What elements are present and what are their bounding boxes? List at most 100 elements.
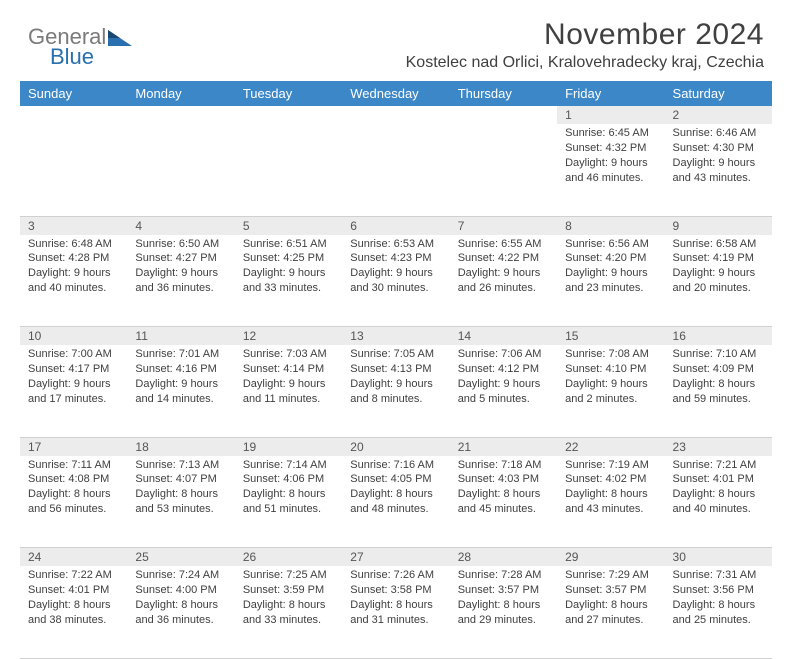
day-cell: Sunrise: 6:46 AMSunset: 4:30 PMDaylight:… xyxy=(665,124,772,216)
sunrise-line: Sunrise: 7:24 AM xyxy=(135,568,226,583)
day-number-cell: 14 xyxy=(450,327,557,346)
daylight-line: Daylight: 9 hours and 5 minutes. xyxy=(458,377,549,407)
day-cell: Sunrise: 7:05 AMSunset: 4:13 PMDaylight:… xyxy=(342,345,449,437)
day-cell: Sunrise: 7:29 AMSunset: 3:57 PMDaylight:… xyxy=(557,566,664,658)
sunrise-line: Sunrise: 7:31 AM xyxy=(673,568,764,583)
day-cell: Sunrise: 7:01 AMSunset: 4:16 PMDaylight:… xyxy=(127,345,234,437)
daylight-line: Daylight: 9 hours and 17 minutes. xyxy=(28,377,119,407)
day-detail: Sunrise: 7:25 AMSunset: 3:59 PMDaylight:… xyxy=(235,566,342,631)
day-cell: Sunrise: 6:45 AMSunset: 4:32 PMDaylight:… xyxy=(557,124,664,216)
daylight-line: Daylight: 8 hours and 36 minutes. xyxy=(135,598,226,628)
week-row: Sunrise: 7:11 AMSunset: 4:08 PM Daylight:… xyxy=(20,456,772,548)
day-detail: Sunrise: 7:28 AMSunset: 3:57 PMDaylight:… xyxy=(450,566,557,631)
day-number-cell: 4 xyxy=(127,216,234,235)
daylight-line: Daylight: 9 hours and 33 minutes. xyxy=(243,266,334,296)
sunset-line: Sunset: 4:09 PM xyxy=(673,362,764,377)
day-detail: Sunrise: 7:03 AMSunset: 4:14 PMDaylight:… xyxy=(235,345,342,410)
day-number-cell: 18 xyxy=(127,437,234,456)
day-detail: Sunrise: 7:29 AMSunset: 3:57 PMDaylight:… xyxy=(557,566,664,631)
day-detail: Sunrise: 7:06 AMSunset: 4:12 PMDaylight:… xyxy=(450,345,557,410)
sunrise-line: Sunrise: 7:14 AM xyxy=(243,458,334,473)
day-number-cell: 27 xyxy=(342,548,449,567)
daylight-line: Daylight: 8 hours and 40 minutes. xyxy=(673,487,764,517)
day-number-cell: 13 xyxy=(342,327,449,346)
logo-word2: Blue xyxy=(50,44,94,68)
day-cell: Sunrise: 7:10 AMSunset: 4:09 PMDaylight:… xyxy=(665,345,772,437)
sunset-line: Sunset: 3:57 PM xyxy=(565,583,656,598)
day-cell: Sunrise: 6:51 AMSunset: 4:25 PMDaylight:… xyxy=(235,235,342,327)
sunrise-line: Sunrise: 6:56 AM xyxy=(565,237,656,252)
sunset-line: Sunset: 4:30 PM xyxy=(673,141,764,156)
day-cell: Sunrise: 7:00 AMSunset: 4:17 PMDaylight:… xyxy=(20,345,127,437)
location-subtitle: Kostelec nad Orlici, Kralovehradecky kra… xyxy=(138,54,764,72)
sunset-line: Sunset: 4:03 PM xyxy=(458,472,549,487)
day-detail: Sunrise: 7:26 AMSunset: 3:58 PMDaylight:… xyxy=(342,566,449,631)
day-number-cell: 12 xyxy=(235,327,342,346)
sunset-line: Sunset: 4:10 PM xyxy=(565,362,656,377)
sunrise-line: Sunrise: 7:11 AM xyxy=(28,458,119,473)
sunrise-line: Sunrise: 7:21 AM xyxy=(673,458,764,473)
daylight-line: Daylight: 9 hours and 11 minutes. xyxy=(243,377,334,407)
daylight-line: Daylight: 8 hours and 29 minutes. xyxy=(458,598,549,628)
weekday-header: Tuesday xyxy=(235,81,342,106)
day-cell: Sunrise: 7:31 AMSunset: 3:56 PMDaylight:… xyxy=(665,566,772,658)
day-cell: Sunrise: 7:21 AMSunset: 4:01 PMDaylight:… xyxy=(665,456,772,548)
day-number-cell: 24 xyxy=(20,548,127,567)
sunrise-line: Sunrise: 7:22 AM xyxy=(28,568,119,583)
day-detail: Sunrise: 7:18 AMSunset: 4:03 PMDaylight:… xyxy=(450,456,557,521)
calendar-table: Sunday Monday Tuesday Wednesday Thursday… xyxy=(20,81,772,659)
sunrise-line: Sunrise: 7:01 AM xyxy=(135,347,226,362)
weekday-header-row: Sunday Monday Tuesday Wednesday Thursday… xyxy=(20,81,772,106)
day-cell: Sunrise: 7:24 AMSunset: 4:00 PMDaylight:… xyxy=(127,566,234,658)
day-number-cell: 3 xyxy=(20,216,127,235)
day-cell xyxy=(342,124,449,216)
day-detail: Sunrise: 6:48 AMSunset: 4:28 PMDaylight:… xyxy=(20,235,127,300)
day-detail: Sunrise: 7:01 AMSunset: 4:16 PMDaylight:… xyxy=(127,345,234,410)
daylight-line: Daylight: 8 hours and 48 minutes. xyxy=(350,487,441,517)
day-number-cell xyxy=(342,106,449,124)
daylight-line: Daylight: 8 hours and 33 minutes. xyxy=(243,598,334,628)
sunrise-line: Sunrise: 7:03 AM xyxy=(243,347,334,362)
sunset-line: Sunset: 4:02 PM xyxy=(565,472,656,487)
day-cell: Sunrise: 6:50 AMSunset: 4:27 PMDaylight:… xyxy=(127,235,234,327)
daylight-line: Daylight: 9 hours and 8 minutes. xyxy=(350,377,441,407)
day-number-cell: 23 xyxy=(665,437,772,456)
day-cell: Sunrise: 7:26 AMSunset: 3:58 PMDaylight:… xyxy=(342,566,449,658)
header: General Blue November 2024 Kostelec nad … xyxy=(0,0,792,81)
day-detail: Sunrise: 6:46 AMSunset: 4:30 PMDaylight:… xyxy=(665,124,772,189)
sunrise-line: Sunrise: 6:55 AM xyxy=(458,237,549,252)
sunrise-line: Sunrise: 7:26 AM xyxy=(350,568,441,583)
sunrise-line: Sunrise: 6:46 AM xyxy=(673,126,764,141)
sunset-line: Sunset: 4:08 PM xyxy=(28,472,119,487)
sunset-line: Sunset: 3:56 PM xyxy=(673,583,764,598)
day-number-cell: 26 xyxy=(235,548,342,567)
day-detail: Sunrise: 7:00 AMSunset: 4:17 PMDaylight:… xyxy=(20,345,127,410)
day-detail: Sunrise: 6:50 AMSunset: 4:27 PMDaylight:… xyxy=(127,235,234,300)
week-row: Sunrise: 7:22 AMSunset: 4:01 PMDaylight:… xyxy=(20,566,772,658)
day-cell: Sunrise: 7:06 AMSunset: 4:12 PMDaylight:… xyxy=(450,345,557,437)
sunrise-line: Sunrise: 7:05 AM xyxy=(350,347,441,362)
day-cell: Sunrise: 6:58 AMSunset: 4:19 PMDaylight:… xyxy=(665,235,772,327)
sunrise-line: Sunrise: 7:25 AM xyxy=(243,568,334,583)
day-cell: Sunrise: 7:14 AMSunset: 4:06 PMDaylight:… xyxy=(235,456,342,548)
day-detail: Sunrise: 6:53 AMSunset: 4:23 PMDaylight:… xyxy=(342,235,449,300)
daylight-line: Daylight: 9 hours and 43 minutes. xyxy=(673,156,764,186)
daylight-line: Daylight: 9 hours and 2 minutes. xyxy=(565,377,656,407)
daylight-line: Daylight: 9 hours and 23 minutes. xyxy=(565,266,656,296)
sunrise-line: Sunrise: 7:06 AM xyxy=(458,347,549,362)
day-detail: Sunrise: 6:55 AMSunset: 4:22 PMDaylight:… xyxy=(450,235,557,300)
brand-logo: General Blue xyxy=(28,24,138,73)
day-cell: Sunrise: 7:11 AMSunset: 4:08 PMDaylight:… xyxy=(20,456,127,548)
day-cell: Sunrise: 7:25 AMSunset: 3:59 PMDaylight:… xyxy=(235,566,342,658)
daylight-line: Daylight: 9 hours and 20 minutes. xyxy=(673,266,764,296)
day-cell: Sunrise: 6:56 AMSunset: 4:20 PMDaylight:… xyxy=(557,235,664,327)
day-number-cell: 20 xyxy=(342,437,449,456)
day-detail: Sunrise: 7:16 AMSunset: 4:05 PMDaylight:… xyxy=(342,456,449,521)
sunset-line: Sunset: 4:22 PM xyxy=(458,251,549,266)
sunset-line: Sunset: 4:25 PM xyxy=(243,251,334,266)
day-number-cell: 22 xyxy=(557,437,664,456)
sunset-line: Sunset: 4:00 PM xyxy=(135,583,226,598)
sunset-line: Sunset: 3:59 PM xyxy=(243,583,334,598)
day-number-row: 3456789 xyxy=(20,216,772,235)
sunset-line: Sunset: 4:06 PM xyxy=(243,472,334,487)
